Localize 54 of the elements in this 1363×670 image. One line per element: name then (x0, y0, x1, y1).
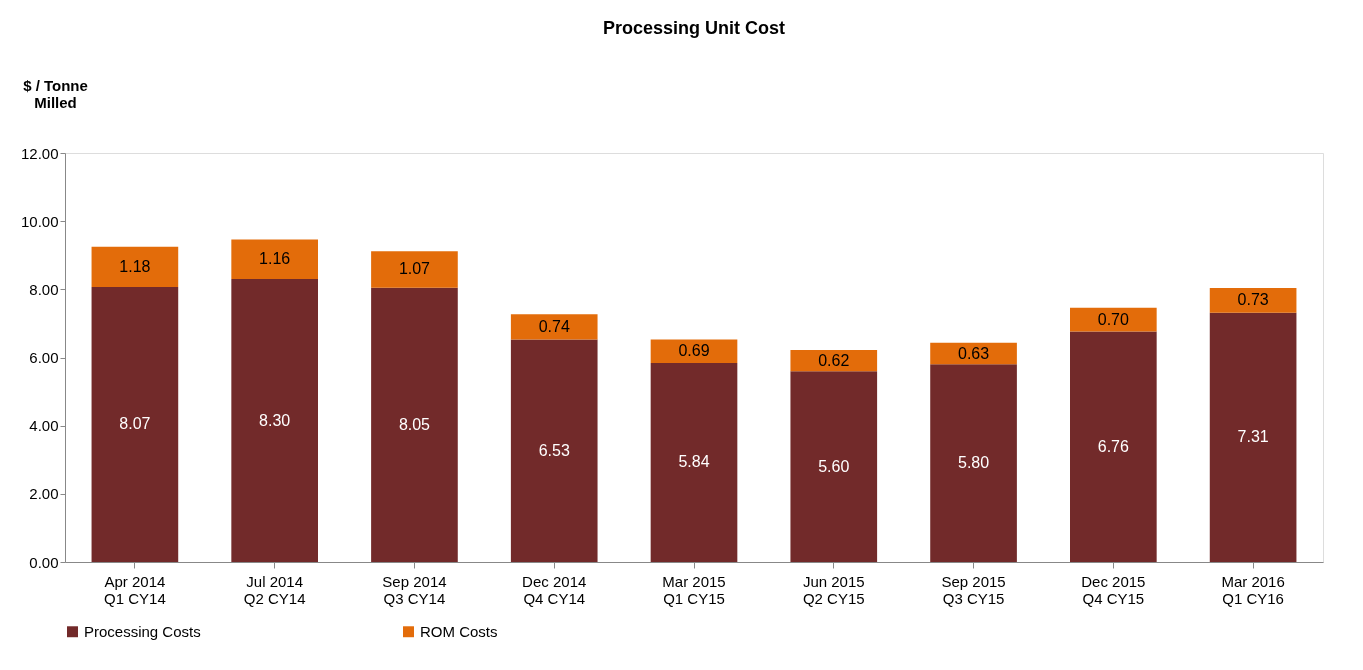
bar (650, 339, 738, 363)
bar (231, 239, 318, 280)
legend-label: Processing Costs (84, 622, 201, 640)
x-tick-label: Sep 2015 Q3 CY15 (941, 572, 1006, 607)
bar (371, 287, 458, 562)
data-label: 8.07 (119, 415, 151, 433)
data-label: 5.80 (957, 454, 990, 472)
bar (510, 339, 598, 562)
bar (371, 251, 458, 288)
bar (91, 286, 179, 562)
legend-label: ROM Costs (420, 622, 498, 640)
bar (510, 314, 598, 340)
data-label: 1.07 (398, 260, 431, 278)
data-label: 0.70 (1097, 310, 1130, 328)
data-label: 0.74 (538, 317, 570, 335)
data-label: 1.18 (119, 257, 151, 275)
y-tick-label: 6.00 (29, 349, 59, 366)
data-label: 8.30 (259, 411, 291, 429)
bar (1209, 312, 1297, 562)
data-label: 0.73 (1237, 291, 1269, 309)
bar (650, 362, 738, 562)
chart-title: Processing Unit Cost (602, 18, 786, 38)
x-tick-label: Dec 2014 Q4 CY14 (522, 572, 587, 607)
y-tick-label: 2.00 (29, 485, 59, 503)
y-axis-title: $ / Tonne Milled (23, 76, 88, 111)
bar (1070, 331, 1157, 562)
x-tick-label: Jul 2014 Q2 CY14 (243, 572, 306, 607)
data-label: 0.69 (678, 342, 710, 360)
bar (231, 279, 318, 562)
data-label: 7.31 (1237, 428, 1269, 446)
data-label: 0.62 (818, 351, 850, 369)
data-label: 5.60 (818, 457, 850, 475)
data-label: 1.16 (259, 250, 291, 268)
y-tick-label: 0.00 (29, 553, 59, 571)
data-label: 8.05 (398, 415, 431, 433)
bar (790, 371, 878, 562)
x-tick-label: Apr 2014 Q1 CY14 (104, 572, 166, 607)
bar (1070, 307, 1157, 332)
x-tick-label: Mar 2016 Q1 CY16 (1221, 572, 1285, 607)
bar (930, 364, 1017, 562)
bar (91, 246, 179, 287)
bar (1209, 287, 1297, 313)
y-tick-label: 4.00 (29, 417, 59, 435)
x-tick-label: Sep 2014 Q3 CY14 (382, 572, 447, 607)
data-label: 6.53 (538, 441, 570, 459)
y-tick-label: 8.00 (29, 280, 59, 298)
y-tick-label: 10.00 (20, 212, 59, 230)
x-tick-label: Mar 2015 Q1 CY15 (662, 572, 726, 607)
y-tick-label: 12.00 (20, 144, 59, 162)
data-label: 5.84 (678, 453, 710, 471)
x-tick-label: Jun 2015 Q2 CY15 (802, 572, 865, 607)
data-label: 6.76 (1097, 437, 1130, 455)
data-label: 0.63 (957, 344, 990, 362)
x-tick-label: Dec 2015 Q4 CY15 (1081, 572, 1146, 607)
